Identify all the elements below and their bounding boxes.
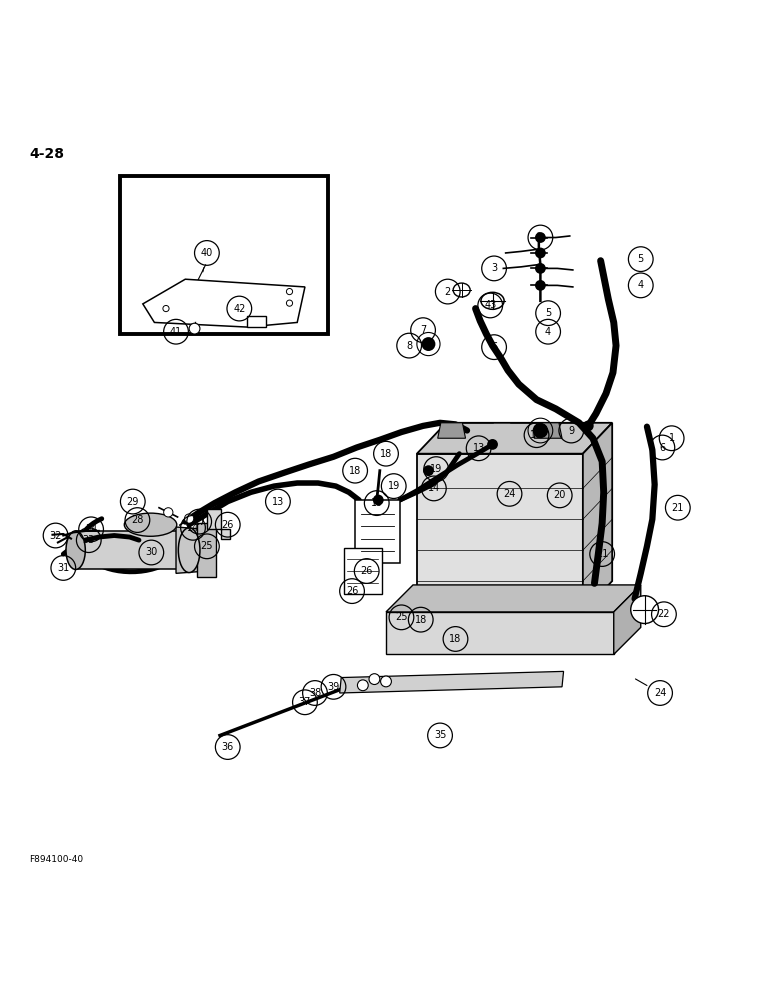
Text: 1: 1 (669, 433, 675, 443)
Circle shape (535, 263, 546, 274)
Text: 18: 18 (349, 466, 361, 476)
Circle shape (487, 439, 498, 450)
Text: 20: 20 (554, 490, 566, 500)
Text: 4: 4 (537, 233, 543, 243)
Circle shape (535, 232, 546, 243)
Text: 9: 9 (568, 426, 574, 436)
Ellipse shape (66, 531, 85, 569)
Circle shape (185, 514, 194, 523)
Text: 43: 43 (484, 300, 496, 310)
Text: 14: 14 (428, 483, 440, 493)
Circle shape (422, 337, 435, 351)
FancyBboxPatch shape (355, 500, 400, 563)
Text: 2: 2 (445, 287, 451, 297)
Text: 26: 26 (346, 586, 358, 596)
Polygon shape (340, 671, 564, 693)
Text: 3: 3 (491, 263, 497, 273)
Circle shape (535, 248, 546, 258)
Ellipse shape (481, 292, 504, 309)
Text: 35: 35 (434, 730, 446, 740)
Polygon shape (76, 531, 189, 569)
Text: 36: 36 (222, 742, 234, 752)
Text: 33: 33 (83, 535, 95, 545)
Text: 39: 39 (327, 682, 340, 692)
Text: 7: 7 (420, 325, 426, 335)
Circle shape (533, 423, 548, 438)
Circle shape (583, 420, 594, 431)
Polygon shape (386, 585, 641, 612)
Text: 5: 5 (638, 254, 644, 264)
Polygon shape (207, 509, 230, 539)
Ellipse shape (453, 283, 470, 297)
Text: 30: 30 (145, 547, 157, 557)
Circle shape (381, 676, 391, 687)
Text: 26: 26 (361, 566, 373, 576)
Text: 4-28: 4-28 (29, 147, 64, 161)
Ellipse shape (124, 513, 177, 536)
Circle shape (357, 680, 368, 691)
Text: 8: 8 (406, 341, 412, 351)
Text: 32: 32 (49, 531, 62, 541)
Text: 19: 19 (388, 481, 400, 491)
Polygon shape (614, 585, 641, 654)
Text: 19: 19 (371, 498, 383, 508)
Text: 25: 25 (201, 541, 213, 551)
Text: 41: 41 (170, 327, 182, 337)
Ellipse shape (178, 528, 200, 573)
Text: 27: 27 (193, 517, 205, 527)
Text: 21: 21 (596, 549, 608, 559)
Text: 4: 4 (545, 327, 551, 337)
FancyBboxPatch shape (344, 548, 382, 594)
Polygon shape (583, 423, 612, 612)
Circle shape (164, 508, 173, 517)
Text: 42: 42 (233, 304, 245, 314)
Text: 37: 37 (299, 697, 311, 707)
Polygon shape (438, 423, 466, 438)
Circle shape (189, 323, 200, 334)
Text: 29: 29 (127, 497, 139, 507)
Circle shape (423, 465, 434, 476)
Text: 22: 22 (658, 609, 670, 619)
Polygon shape (247, 316, 266, 327)
Text: 5: 5 (545, 308, 551, 318)
Circle shape (631, 596, 659, 624)
Text: 24: 24 (503, 489, 516, 499)
Text: 10: 10 (530, 430, 543, 440)
Text: F894100-40: F894100-40 (29, 855, 83, 864)
Text: 18: 18 (449, 634, 462, 644)
Text: 38: 38 (309, 688, 321, 698)
Circle shape (369, 674, 380, 685)
Polygon shape (197, 523, 216, 577)
Text: 25: 25 (395, 612, 408, 622)
Text: 40: 40 (201, 248, 213, 258)
Polygon shape (417, 423, 612, 454)
Circle shape (373, 495, 384, 505)
Text: 18: 18 (380, 449, 392, 459)
Text: 6: 6 (491, 342, 497, 352)
Circle shape (535, 280, 546, 291)
Polygon shape (176, 527, 207, 573)
Text: 4: 4 (638, 280, 644, 290)
Text: 6: 6 (659, 443, 665, 453)
Polygon shape (534, 423, 562, 438)
Text: 28: 28 (131, 515, 144, 525)
Text: 13: 13 (472, 443, 485, 453)
Text: 13: 13 (272, 497, 284, 507)
Text: 31: 31 (57, 563, 69, 573)
Text: 34: 34 (85, 524, 97, 534)
Text: 24: 24 (654, 688, 666, 698)
Text: 14: 14 (187, 523, 199, 533)
Polygon shape (417, 454, 583, 612)
Polygon shape (143, 279, 305, 327)
Text: 21: 21 (672, 503, 684, 513)
Text: 18: 18 (415, 615, 427, 625)
Polygon shape (386, 612, 614, 654)
Text: 19: 19 (430, 464, 442, 474)
Text: 26: 26 (222, 520, 234, 530)
